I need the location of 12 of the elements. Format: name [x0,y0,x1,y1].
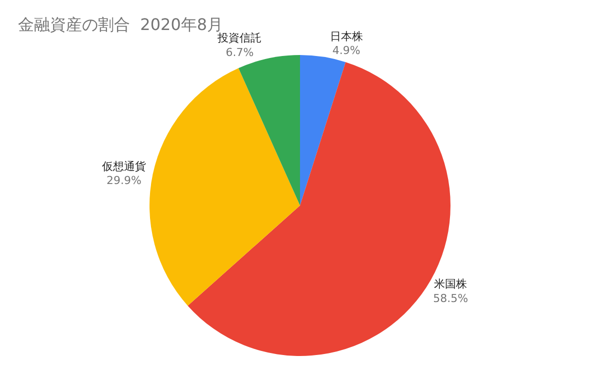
data-label: 58.5% [433,292,468,306]
data-label: 6.7% [226,46,254,59]
slice-label: 米国株 [434,278,468,291]
pie-slice [150,68,300,306]
chart-title: 金融資産の割合 2020年8月 [18,14,224,34]
pie-slice [238,55,300,206]
data-label: 29.9% [106,174,142,188]
slice-label: 日本株 [330,30,363,43]
slice-label: 投資信託 [216,32,262,45]
pie-slice [300,55,346,206]
slice-label: 仮想通貨 [102,160,146,173]
data-label: 4.9% [332,44,360,58]
